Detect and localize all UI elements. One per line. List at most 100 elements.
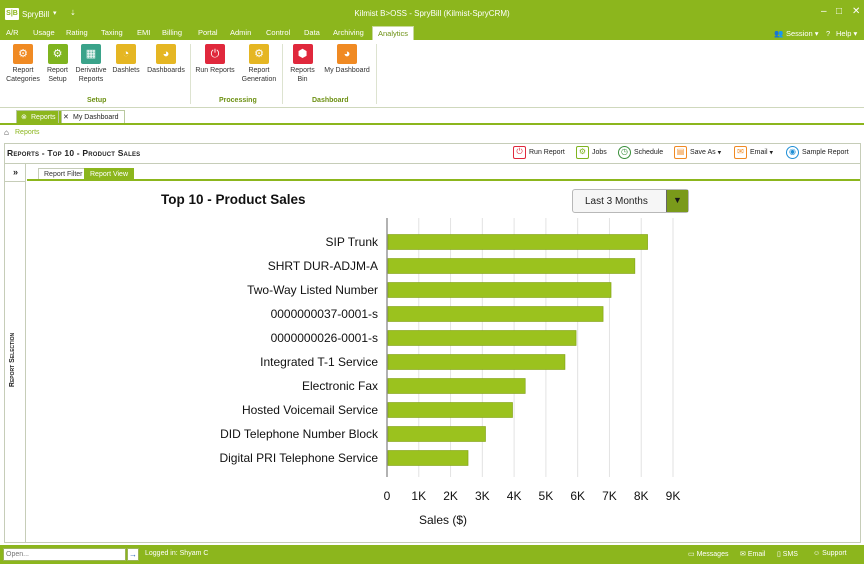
close-button[interactable]: ✕ [852,6,861,17]
menu-tab-rating[interactable]: Rating [66,28,88,37]
report-generation-button[interactable]: ⚙ Report Generation [240,44,278,84]
run-report-icon: ⏻ [513,146,526,159]
dashboards-button[interactable]: ◕ Dashboards [146,44,186,76]
bar[interactable] [387,378,526,394]
menu-bar: A/R Usage Rating Taxing EMI Billing Port… [0,26,864,40]
sample-report-button[interactable]: ◉ Sample Report [786,146,849,159]
sms-label: SMS [782,551,798,558]
messages-label: Messages [696,551,729,558]
menu-tab-emi[interactable]: EMI [137,28,151,37]
close-tab-icon[interactable]: ✕ [63,114,69,121]
group-label-setup: Setup [87,97,107,104]
bar[interactable] [387,426,486,442]
x-tick-label: 2K [443,489,458,503]
support-link[interactable]: ☺ Support [813,550,847,557]
x-tick-label: 4K [507,489,522,503]
reports-bin-label-2: Bin [297,75,308,83]
run-report-label: Run Report [529,149,565,156]
report-selection-sidebar[interactable] [5,164,26,542]
help-label: Help [836,29,852,38]
open-input[interactable] [3,548,126,561]
app-menu-dropdown-icon[interactable]: ▾ [53,10,57,17]
help-icon: ? [826,29,831,38]
menu-tab-taxing[interactable]: Taxing [101,28,123,37]
breadcrumb[interactable]: Reports [15,129,40,136]
doc-tab-my-dashboard-label: My Dashboard [73,114,119,121]
run-reports-label: Run Reports [195,67,235,74]
bar[interactable] [387,330,577,346]
menu-tab-control[interactable]: Control [266,28,291,37]
menu-tab-billing[interactable]: Billing [162,28,183,37]
bar[interactable] [387,306,604,322]
schedule-button[interactable]: ◷ Schedule [618,146,663,159]
period-select[interactable]: Last 3 Months ▼ [572,189,689,213]
email-label: Email [750,149,768,156]
period-select-value: Last 3 Months [585,196,648,207]
session-menu[interactable]: Session ▾ [786,29,819,38]
x-tick-label: 1K [411,489,426,503]
email-icon: ✉ [734,146,747,159]
sample-report-label: Sample Report [802,149,849,156]
save-as-button[interactable]: ▤ Save As ▾ [674,146,721,159]
reports-bin-label-1: Reports [290,67,315,74]
dashlets-button[interactable]: ◔ Dashlets [111,44,141,76]
maximize-button[interactable]: □ [836,6,843,17]
jobs-button[interactable]: ⚙ Jobs [576,146,607,159]
period-dropdown-button[interactable]: ▼ [666,190,688,212]
bar[interactable] [387,450,469,466]
minimize-button[interactable]: – [821,6,827,17]
home-icon[interactable]: ⌂ [4,128,9,137]
run-reports-button[interactable]: ⏻ Run Reports [194,44,236,76]
page-title: Reports - Top 10 - Product Sales [7,148,141,158]
close-tab-icon[interactable]: ⊗ [21,114,27,121]
bar[interactable] [387,258,636,274]
doc-tab-reports-label: Reports [31,114,56,121]
messages-icon: ▭ [688,551,697,558]
messages-link[interactable]: ▭ Messages [688,550,728,558]
app-logo: S|B [5,8,19,20]
jobs-label: Jobs [592,149,607,156]
session-icon: 👥 [774,29,784,38]
report-generation-label-1: Report [248,67,270,74]
chart-title: Top 10 - Product Sales [161,192,306,207]
chart-category-labels: SIP Trunk SHRT DUR-ADJM-A Two-Way Listed N… [219,235,379,465]
open-go-button[interactable]: → [127,548,139,561]
menu-tab-ar[interactable]: A/R [6,28,19,37]
menu-tab-analytics[interactable]: Analytics [372,26,415,40]
menu-tab-usage[interactable]: Usage [33,28,55,37]
doc-tab-my-dashboard[interactable]: ✕ My Dashboard [58,110,125,124]
menu-tab-admin[interactable]: Admin [230,28,252,37]
email-link[interactable]: ✉ Email [740,550,765,558]
report-categories-label-2: Categories [6,75,40,83]
help-menu[interactable]: Help ▾ [836,29,858,38]
my-dashboard-button[interactable]: ◕ My Dashboard [322,44,372,76]
derivative-reports-icon: ▦ [81,44,101,64]
menu-tab-portal[interactable]: Portal [198,28,218,37]
expand-sidebar-button[interactable]: » [5,164,26,182]
category-label: Integrated T-1 Service [260,355,378,369]
bar[interactable] [387,402,513,418]
doc-tab-reports[interactable]: ⊗ Reports [16,110,62,124]
quick-access-dropdown-icon[interactable]: ⇣ [70,10,76,17]
derivative-reports-button[interactable]: ▦ Derivative Reports [74,44,108,84]
sms-link[interactable]: ▯ SMS [777,550,798,558]
report-categories-button[interactable]: ⚙ Report Categories [5,44,41,84]
category-label: Electronic Fax [302,379,378,393]
reports-bin-button[interactable]: ⬢ Reports Bin [288,44,317,84]
category-label: 0000000026-0001-s [271,331,378,345]
report-setup-button[interactable]: ⚙ Report Setup [44,44,71,84]
menu-tab-data[interactable]: Data [304,28,320,37]
app-name[interactable]: SpryBill [22,10,50,19]
run-report-button[interactable]: ⏻ Run Report [513,146,565,159]
menu-tab-archiving[interactable]: Archiving [333,28,364,37]
group-label-dashboard: Dashboard [312,97,349,104]
bar[interactable] [387,354,566,370]
dashlets-label: Dashlets [112,67,140,74]
bar[interactable] [387,282,612,298]
report-setup-icon: ⚙ [47,44,68,64]
bar[interactable] [387,234,648,250]
email-button[interactable]: ✉ Email ▾ [734,146,773,159]
my-dashboard-label: My Dashboard [324,67,370,74]
chevron-down-icon: ▾ [717,149,722,157]
window-title: Kilmist B>OSS - SpryBill (Kilmist-SpryCR… [354,9,510,18]
